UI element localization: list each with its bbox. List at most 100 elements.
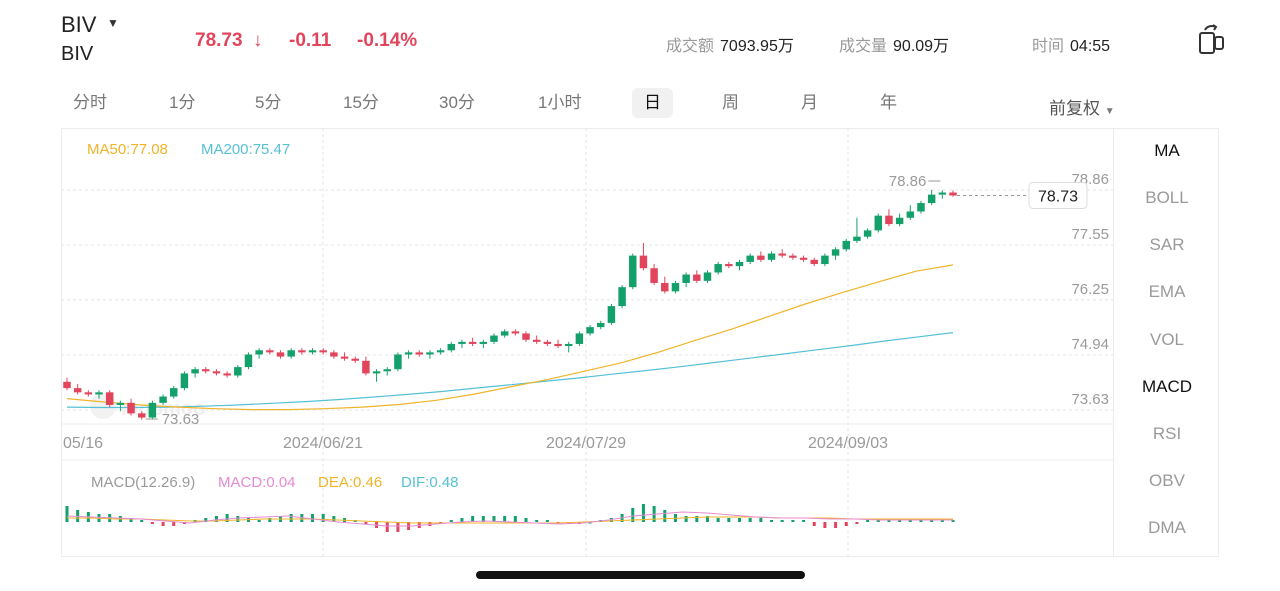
- macd-bar: [759, 518, 763, 522]
- candle-body: [842, 240, 850, 250]
- macd-bar: [545, 520, 549, 522]
- candle-body: [234, 367, 242, 376]
- candle-body: [543, 341, 552, 344]
- candle-body: [479, 341, 488, 344]
- macd-bar: [471, 516, 475, 522]
- candle: [436, 348, 445, 355]
- home-indicator[interactable]: [476, 571, 805, 579]
- tab-15min[interactable]: 15分: [343, 93, 379, 112]
- candle-body: [821, 255, 829, 265]
- macd-bar: [844, 522, 848, 526]
- candle: [276, 350, 285, 359]
- max-price-label: 78.86: [889, 173, 927, 190]
- indicator-ema[interactable]: EMA: [1148, 282, 1186, 301]
- tab-30min[interactable]: 30分: [439, 93, 475, 112]
- candle-body: [789, 255, 797, 258]
- candle: [404, 350, 413, 359]
- symbol-subtitle: BIV: [61, 43, 94, 65]
- candle: [917, 200, 925, 214]
- macd-bar: [321, 514, 325, 522]
- candle: [650, 264, 658, 286]
- y-tick-label: 73.63: [1071, 391, 1109, 408]
- y-tick-label: 74.94: [1071, 336, 1109, 353]
- legend-ma200: MA200:75.47: [201, 141, 290, 158]
- candle-body: [276, 352, 285, 357]
- macd-bar: [855, 522, 859, 524]
- macd-bar: [780, 520, 784, 522]
- last-price-label: 78.73: [1038, 188, 1078, 205]
- indicator-dma[interactable]: DMA: [1148, 518, 1186, 537]
- tab-day[interactable]: 日: [632, 88, 673, 118]
- indicator-boll[interactable]: BOLL: [1145, 188, 1189, 207]
- macd-bar: [684, 516, 688, 522]
- macd-bar: [663, 510, 667, 522]
- macd-bar: [311, 514, 315, 522]
- candle-body: [564, 343, 573, 347]
- macd-line: [66, 511, 953, 527]
- candle-body: [116, 402, 125, 405]
- candle-body: [522, 333, 530, 340]
- candle-body: [223, 373, 231, 376]
- volume-stat: 成交量 90.09万: [839, 32, 949, 56]
- macd-bar: [695, 516, 699, 522]
- candle: [415, 350, 424, 357]
- tab-month[interactable]: 月: [801, 93, 818, 112]
- tab-year[interactable]: 年: [880, 93, 897, 112]
- indicator-rsi[interactable]: RSI: [1152, 424, 1182, 443]
- candle: [810, 257, 818, 267]
- macd-bar: [225, 514, 229, 522]
- candle-body: [500, 331, 509, 336]
- turnover-label: 成交额: [666, 38, 715, 55]
- candle: [319, 348, 327, 355]
- candle: [821, 253, 829, 267]
- candle-body: [618, 287, 626, 307]
- indicator-vol[interactable]: VOL: [1149, 330, 1185, 349]
- candle-body: [639, 255, 648, 269]
- macd-bar: [705, 516, 709, 522]
- indicator-sar[interactable]: SAR: [1149, 235, 1185, 254]
- indicator-macd[interactable]: MACD: [1141, 377, 1193, 396]
- candle: [351, 356, 359, 363]
- candle: [853, 217, 861, 244]
- adjust-dropdown[interactable]: 前复权 ▼: [1049, 94, 1115, 119]
- indicator-ma[interactable]: MA: [1154, 141, 1180, 160]
- candle: [137, 411, 146, 420]
- rotate-screen-icon[interactable]: [1196, 24, 1226, 56]
- candle-body: [372, 371, 381, 374]
- macd-bar: [791, 520, 795, 522]
- arrow-down-icon: ↓: [253, 30, 263, 51]
- macd-bar: [641, 504, 645, 522]
- tab-week[interactable]: 周: [722, 93, 739, 112]
- chart-grid: [61, 128, 1113, 557]
- kline-chart[interactable]: moomoo MA50:77.08 MA200:75.4778.8677.5576…: [61, 128, 1113, 557]
- candle-body: [917, 203, 925, 212]
- candle: [746, 253, 754, 265]
- candle: [340, 352, 349, 361]
- chevron-down-icon[interactable]: ▼: [107, 16, 119, 30]
- candle: [874, 213, 883, 233]
- candle: [564, 341, 573, 353]
- tab-1min[interactable]: 1分: [169, 93, 196, 112]
- macd-bar: [823, 522, 827, 528]
- candle: [170, 386, 178, 399]
- candle: [234, 364, 242, 378]
- min-price-label: 73.63: [162, 411, 200, 428]
- candle: [799, 255, 808, 262]
- candle: [458, 339, 466, 349]
- macd-bar: [748, 518, 752, 522]
- candle: [73, 383, 82, 395]
- candle: [554, 339, 562, 349]
- tab-1hour[interactable]: 1小时: [538, 93, 582, 112]
- last-price-box: [1028, 181, 1088, 209]
- candle-body: [287, 350, 295, 357]
- candle-body: [810, 259, 818, 265]
- candle-body: [212, 371, 221, 374]
- candle: [287, 348, 295, 359]
- symbol-title[interactable]: BIV: [61, 12, 97, 37]
- candle: [511, 329, 520, 336]
- tab-5min[interactable]: 5分: [255, 93, 282, 112]
- candle: [831, 247, 840, 260]
- indicator-obv[interactable]: OBV: [1149, 471, 1185, 490]
- price-change-percent: -0.14%: [357, 30, 418, 51]
- tab-timeshare[interactable]: 分时: [73, 93, 107, 112]
